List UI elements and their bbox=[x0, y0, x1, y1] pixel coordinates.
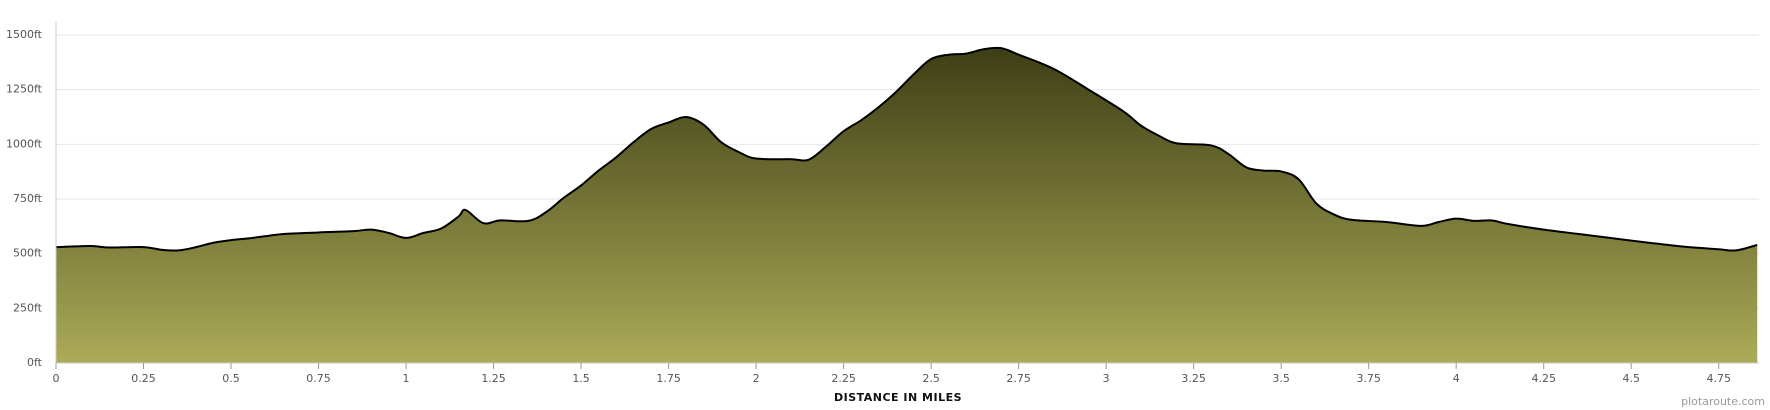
y-tick-label: 500ft bbox=[13, 247, 43, 260]
x-tick-label: 4.75 bbox=[1706, 372, 1731, 385]
x-tick-label: 4.5 bbox=[1622, 372, 1640, 385]
x-tick-label: 1.25 bbox=[481, 372, 506, 385]
y-tick-label: 1000ft bbox=[6, 137, 43, 150]
x-tick-label: 0.25 bbox=[131, 372, 156, 385]
x-tick-label: 4.25 bbox=[1531, 372, 1556, 385]
y-tick-label: 0ft bbox=[27, 356, 43, 369]
x-tick-label: 3.5 bbox=[1272, 372, 1290, 385]
x-tick-label: 1.5 bbox=[572, 372, 590, 385]
x-tick-label: 1.75 bbox=[656, 372, 681, 385]
credit[interactable]: plotaroute.com bbox=[1681, 395, 1765, 408]
y-tick-label: 750ft bbox=[13, 192, 43, 205]
x-tick-label: 0 bbox=[53, 372, 60, 385]
x-tick-label: 1 bbox=[403, 372, 410, 385]
x-tick-label: 0.75 bbox=[306, 372, 331, 385]
y-tick-label: 250ft bbox=[13, 301, 43, 314]
x-tick-label: 2.25 bbox=[831, 372, 856, 385]
x-axis-title: DISTANCE IN MILES bbox=[834, 391, 962, 404]
x-tick-label: 2.5 bbox=[922, 372, 940, 385]
elevation-area bbox=[56, 47, 1758, 364]
elevation-line bbox=[55, 46, 1758, 252]
y-tick-label: 1250ft bbox=[6, 83, 43, 96]
x-tick-label: 2 bbox=[753, 372, 760, 385]
x-tick-label: 2.75 bbox=[1006, 372, 1031, 385]
x-tick-label: 0.5 bbox=[222, 372, 240, 385]
x-tick-label: 3 bbox=[1103, 372, 1110, 385]
x-tick-label: 3.75 bbox=[1356, 372, 1381, 385]
y-tick-label: 1500ft bbox=[6, 28, 43, 41]
x-tick-label: 3.25 bbox=[1181, 372, 1206, 385]
x-tick-label: 4 bbox=[1453, 372, 1460, 385]
